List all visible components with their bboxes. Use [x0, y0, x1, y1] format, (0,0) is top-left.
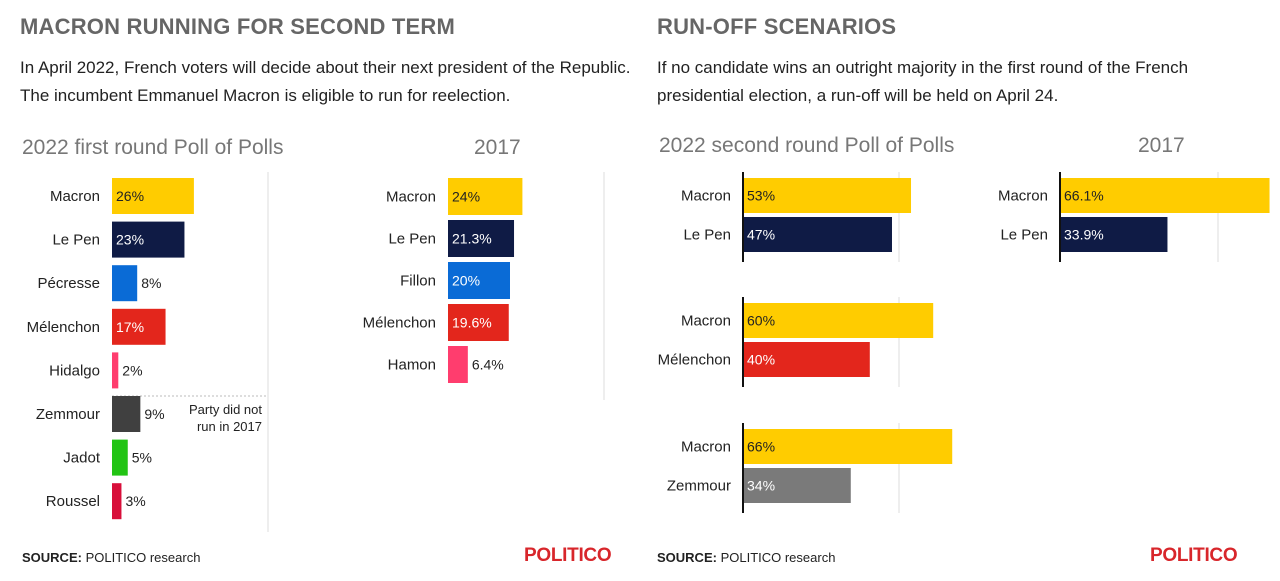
- left-panel-description: In April 2022, French voters will decide…: [20, 58, 631, 105]
- right-source-label: SOURCE:: [657, 550, 717, 565]
- right-panel-title: RUN-OFF SCENARIOS: [657, 14, 897, 39]
- value-label-macron-r1-2017-0: 24%: [452, 189, 480, 205]
- first-round-2022-chart: Macron 26% Le Pen 23% Pécresse 8% Mélenchon 17%…: [27, 172, 269, 532]
- bar-hidalgo-r1-2022-4: [112, 352, 119, 389]
- value-label-pecresse-r1-2022-2: 8%: [141, 275, 161, 291]
- value-label-roussel-r1-2022-7: 3%: [125, 493, 145, 509]
- value-label-zemmour-r1-2022-5: 9%: [144, 406, 164, 422]
- value-label-le-pen-scenario-1-1: 47%: [747, 227, 775, 243]
- bar-le-pen-scenario-1-1: [743, 217, 892, 252]
- bar-le-pen-r1-2022-1: [112, 221, 185, 258]
- category-label-le-pen-scenario-1-1: Le Pen: [683, 227, 731, 244]
- value-label-le-pen-r1-2022-1: 23%: [116, 232, 144, 248]
- bar-roussel-r1-2022-7: [112, 483, 122, 520]
- category-label-le-pen-r1-2017-1: Le Pen: [388, 231, 436, 248]
- left-politico-logo: POLITICO: [524, 545, 612, 566]
- bar-melenchon-scenario-2-1: [743, 342, 870, 377]
- bar-macron-r1-2022-0: [112, 178, 194, 214]
- bar-macron-scenario-2-0: [743, 303, 934, 338]
- value-label-macron-r2-2017-0: 66.1%: [1064, 188, 1104, 204]
- category-label-melenchon-r1-2022-3: Mélenchon: [27, 319, 100, 336]
- category-label-le-pen-r2-2017-1: Le Pen: [1000, 227, 1048, 244]
- category-label-macron-scenario-1-0: Macron: [681, 188, 731, 205]
- value-label-jadot-r1-2022-6: 5%: [132, 450, 152, 466]
- category-label-melenchon-scenario-2-1: Mélenchon: [658, 352, 731, 369]
- bar-le-pen-r2-2017-1: [1060, 217, 1168, 252]
- value-label-melenchon-scenario-2-1: 40%: [747, 352, 775, 368]
- right-source-text: POLITICO research: [716, 550, 836, 565]
- category-label-zemmour-r1-2022-5: Zemmour: [36, 406, 100, 423]
- left-panel-title: MACRON RUNNING FOR SECOND TERM: [20, 14, 455, 39]
- bar-zemmour-r1-2022-5: [112, 396, 141, 432]
- bar-melenchon-r1-2017-3: [448, 304, 509, 341]
- category-label-macron-scenario-3-0: Macron: [681, 439, 731, 456]
- right-source: SOURCE: POLITICO research: [657, 550, 835, 565]
- value-label-macron-scenario-3-0: 66%: [747, 439, 775, 455]
- left-source-text: POLITICO research: [81, 550, 201, 565]
- category-label-macron-scenario-2-0: Macron: [681, 313, 731, 330]
- bar-macron-r1-2017-0: [448, 178, 523, 215]
- category-label-hidalgo-r1-2022-4: Hidalgo: [49, 362, 100, 379]
- category-label-zemmour-scenario-3-1: Zemmour: [667, 478, 731, 495]
- value-label-le-pen-r2-2017-1: 33.9%: [1064, 227, 1104, 243]
- bar-macron-r2-2017-0: [1060, 178, 1270, 213]
- category-label-fillon-r1-2017-2: Fillon: [400, 273, 436, 290]
- second-round-2022-chart: Macron 53% Le Pen 47% Macron 60% Mélenchon 40% M…: [658, 172, 953, 513]
- second-round-2017-chart: Macron 66.1% Le Pen 33.9%: [998, 172, 1270, 262]
- category-label-melenchon-r1-2017-3: Mélenchon: [363, 315, 436, 332]
- category-label-macron-r1-2022-0: Macron: [50, 188, 100, 205]
- category-label-le-pen-r1-2022-1: Le Pen: [52, 232, 100, 249]
- bar-le-pen-r1-2017-1: [448, 220, 515, 257]
- value-label-hidalgo-r1-2022-4: 2%: [122, 362, 142, 378]
- bar-zemmour-scenario-3-1: [743, 468, 851, 503]
- bar-macron-scenario-3-0: [743, 429, 953, 464]
- first-round-2017-chart: Macron 24% Le Pen 21.3% Fillon 20% Mélenchon 19…: [363, 172, 605, 400]
- value-label-melenchon-r1-2022-3: 17%: [116, 319, 144, 335]
- left-source-label: SOURCE:: [22, 550, 82, 565]
- category-label-pecresse-r1-2022-2: Pécresse: [37, 275, 100, 292]
- bar-fillon-r1-2017-2: [448, 262, 510, 299]
- left-source: SOURCE: POLITICO research: [22, 550, 200, 565]
- value-label-macron-r1-2022-0: 26%: [116, 188, 144, 204]
- value-label-zemmour-scenario-3-1: 34%: [747, 478, 775, 494]
- value-label-le-pen-r1-2017-1: 21.3%: [452, 231, 492, 247]
- second-round-chart-title: 2022 second round Poll of Polls: [659, 134, 955, 157]
- first-round-2017-chart-title: 2017: [474, 136, 521, 159]
- bar-melenchon-r1-2022-3: [112, 308, 166, 345]
- category-label-hamon-r1-2017-4: Hamon: [388, 357, 436, 374]
- category-label-macron-r1-2017-0: Macron: [386, 189, 436, 206]
- value-label-macron-scenario-1-0: 53%: [747, 188, 775, 204]
- value-label-hamon-r1-2017-4: 6.4%: [472, 357, 504, 373]
- right-politico-logo: POLITICO: [1150, 545, 1238, 566]
- value-label-melenchon-r1-2017-3: 19.6%: [452, 315, 492, 331]
- bar-hamon-r1-2017-4: [448, 346, 468, 383]
- annotation-party-did-not-run: Party did not run in 2017: [189, 402, 262, 434]
- bar-jadot-r1-2022-6: [112, 439, 128, 476]
- category-label-macron-r2-2017-0: Macron: [998, 188, 1048, 205]
- bar-pecresse-r1-2022-2: [112, 265, 138, 302]
- value-label-macron-scenario-2-0: 60%: [747, 313, 775, 329]
- second-round-2017-chart-title: 2017: [1138, 134, 1185, 157]
- right-panel-description: If no candidate wins an outright majorit…: [657, 58, 1189, 105]
- category-label-roussel-r1-2022-7: Roussel: [46, 493, 100, 510]
- bar-macron-scenario-1-0: [743, 178, 912, 213]
- first-round-chart-title: 2022 first round Poll of Polls: [22, 136, 284, 159]
- value-label-fillon-r1-2017-2: 20%: [452, 273, 480, 289]
- category-label-jadot-r1-2022-6: Jadot: [63, 450, 101, 467]
